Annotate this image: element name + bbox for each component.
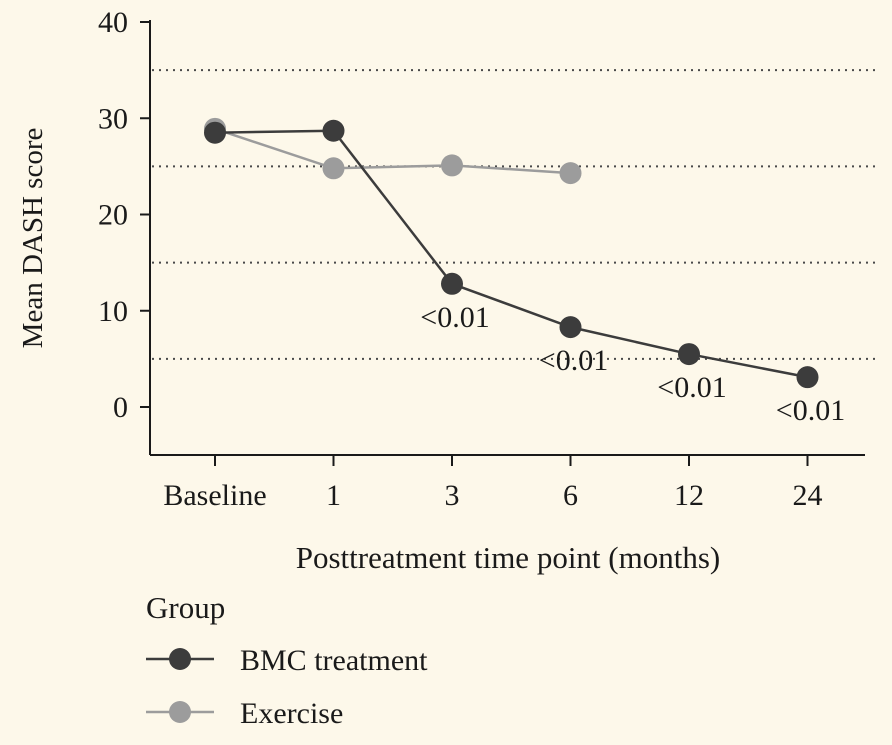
data-point-exercise [559, 162, 582, 185]
legend-label: BMC treatment [240, 644, 428, 677]
data-point-bmc-treatment [559, 316, 582, 339]
x-tick-label: 6 [563, 479, 578, 512]
p-value-label: <0.01 [539, 344, 608, 377]
legend-label: Exercise [240, 697, 343, 730]
p-value-label: <0.01 [657, 371, 726, 404]
data-point-bmc-treatment [204, 121, 226, 144]
series [204, 117, 819, 389]
grid [152, 69, 880, 360]
data-point-bmc-treatment [678, 343, 700, 366]
y-tick-label: 20 [98, 199, 128, 232]
data-point-exercise [441, 154, 463, 177]
y-tick-label: 10 [98, 295, 128, 328]
axes [149, 20, 865, 456]
x-tick-label: Baseline [163, 479, 266, 512]
legend-marker [169, 648, 191, 670]
data-point-exercise [322, 157, 345, 180]
data-point-bmc-treatment [441, 272, 463, 295]
series-line-bmc-treatment [214, 129, 808, 379]
x-tick-label: 3 [445, 479, 460, 512]
data-point-bmc-treatment [796, 366, 819, 389]
legend: Group BMC treatment Exercise [146, 590, 428, 730]
y-axis-label: Mean DASH score [17, 128, 49, 349]
y-tick-label: 40 [98, 6, 128, 39]
p-value-label: <0.01 [420, 301, 489, 334]
x-tick-label: 12 [674, 479, 704, 512]
x-ticks: Baseline 1 3 6 12 24 [163, 455, 823, 512]
y-ticks: 0 10 20 30 40 [98, 6, 150, 424]
legend-title: Group [146, 590, 225, 625]
data-point-bmc-treatment [322, 119, 345, 142]
series-line-exercise [214, 127, 571, 175]
x-tick-label: 24 [793, 479, 823, 512]
p-value-label: <0.01 [776, 394, 845, 427]
legend-marker [169, 701, 191, 723]
x-axis-label: Posttreatment time point (months) [296, 540, 720, 575]
annotations: <0.01 <0.01 <0.01 <0.01 [420, 301, 845, 427]
y-tick-label: 0 [113, 391, 128, 424]
y-tick-label: 30 [98, 102, 128, 135]
legend-items: BMC treatment Exercise [146, 644, 428, 730]
x-tick-label: 1 [326, 479, 341, 512]
